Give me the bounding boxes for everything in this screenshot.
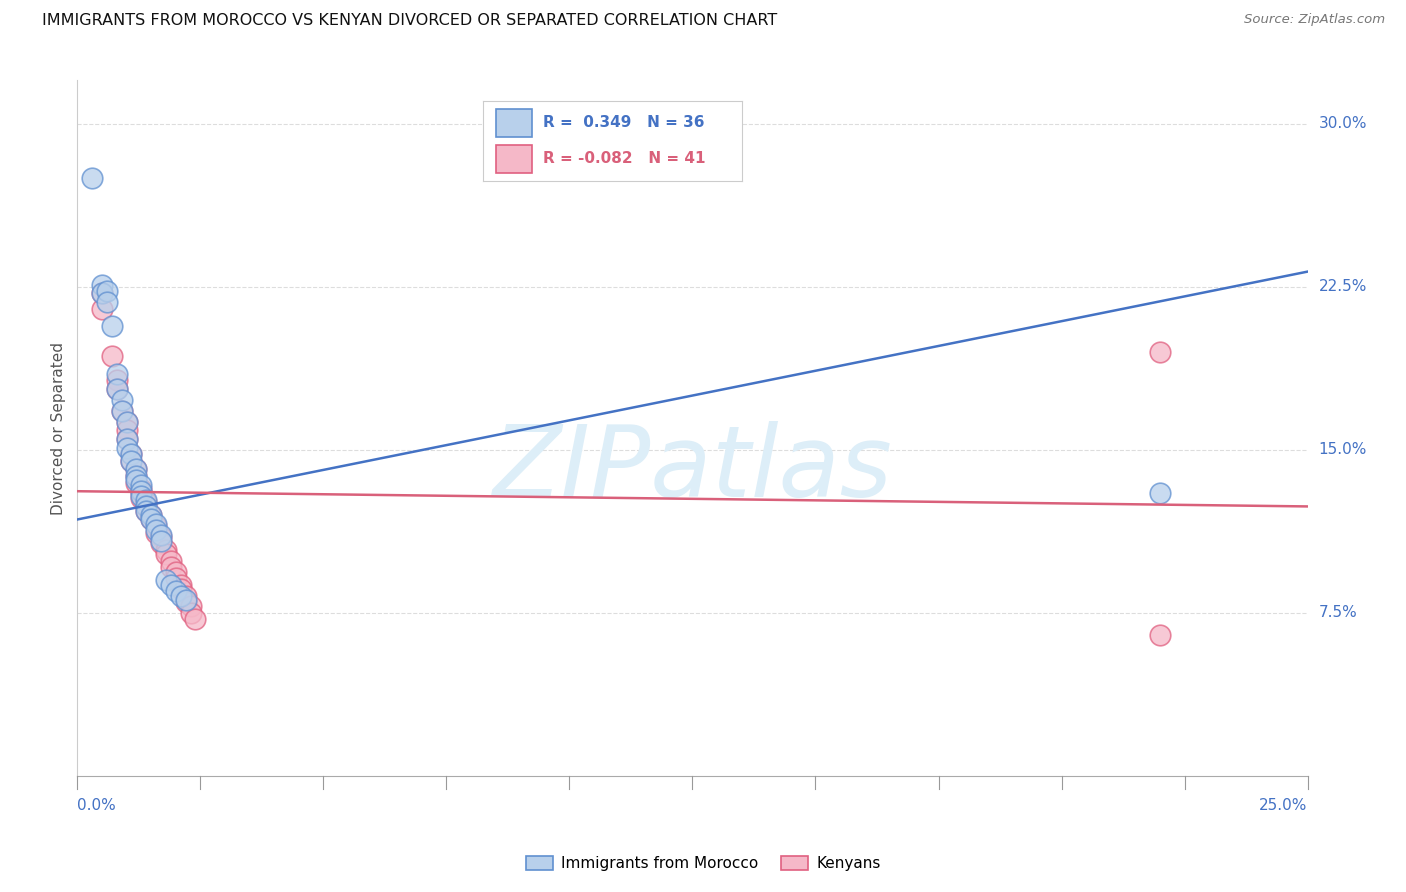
Point (174, 595, 197, 609)
Point (170, 589, 193, 603)
Point (174, 589, 197, 603)
Text: R = -0.082   N = 41: R = -0.082 N = 41 (543, 152, 706, 166)
Point (170, 578, 193, 592)
Point (125, 462, 148, 476)
Point (155, 574, 177, 588)
Y-axis label: Divorced or Separated: Divorced or Separated (51, 342, 66, 515)
Point (135, 492, 157, 507)
Point (129, 491, 153, 505)
Point (105, 373, 128, 387)
Point (121, 454, 143, 468)
Point (135, 495, 157, 509)
Point (1149, 486, 1171, 500)
Point (150, 534, 173, 549)
Text: 30.0%: 30.0% (1319, 116, 1367, 131)
Point (115, 441, 138, 455)
Point (155, 542, 177, 557)
Point (90, 286, 114, 301)
Point (141, 512, 163, 526)
Text: 22.5%: 22.5% (1319, 279, 1367, 294)
Point (125, 469, 148, 483)
Point (105, 382, 128, 396)
Text: 25.0%: 25.0% (1260, 798, 1308, 814)
Point (145, 524, 167, 538)
Point (125, 473, 148, 487)
Point (165, 571, 187, 585)
Point (115, 432, 138, 446)
Point (165, 584, 187, 599)
Bar (496, 145, 533, 173)
Point (115, 423, 138, 437)
Point (129, 484, 153, 499)
Point (135, 504, 157, 518)
Point (111, 403, 132, 417)
Point (111, 403, 132, 417)
Point (121, 447, 143, 461)
Point (90, 301, 114, 316)
Point (111, 392, 132, 407)
Legend: Immigrants from Morocco, Kenyans: Immigrants from Morocco, Kenyans (519, 850, 887, 877)
Point (150, 527, 173, 541)
Point (129, 482, 153, 496)
Point (184, 613, 207, 627)
Point (145, 519, 167, 533)
Point (90, 286, 114, 301)
Point (135, 500, 157, 514)
Point (101, 318, 124, 333)
Point (180, 599, 202, 614)
Point (165, 565, 187, 579)
Text: ZIPatlas: ZIPatlas (492, 421, 893, 518)
Point (125, 469, 148, 483)
Point (105, 382, 128, 396)
Point (96, 284, 118, 298)
Point (101, 350, 124, 364)
Point (115, 432, 138, 446)
Point (1149, 345, 1171, 359)
Text: R =  0.349   N = 36: R = 0.349 N = 36 (543, 115, 704, 130)
Bar (496, 109, 533, 137)
Text: Source: ZipAtlas.com: Source: ZipAtlas.com (1244, 13, 1385, 27)
Point (141, 508, 163, 523)
Point (1149, 628, 1171, 642)
Point (145, 516, 167, 531)
Point (135, 500, 157, 514)
Point (150, 536, 173, 550)
Point (160, 560, 183, 574)
Point (129, 489, 153, 503)
Point (90, 277, 114, 292)
Point (174, 593, 197, 607)
Point (145, 525, 167, 540)
Point (180, 606, 202, 620)
Point (129, 477, 153, 491)
Point (160, 554, 183, 568)
Text: 15.0%: 15.0% (1319, 442, 1367, 458)
Point (105, 367, 128, 381)
Point (82, 171, 104, 186)
Text: 7.5%: 7.5% (1319, 606, 1357, 621)
Text: IMMIGRANTS FROM MOROCCO VS KENYAN DIVORCED OR SEPARATED CORRELATION CHART: IMMIGRANTS FROM MOROCCO VS KENYAN DIVORC… (42, 13, 778, 29)
Point (141, 512, 163, 526)
Point (155, 547, 177, 561)
Point (115, 415, 138, 429)
Point (96, 295, 118, 310)
Point (115, 415, 138, 429)
Text: 0.0%: 0.0% (77, 798, 117, 814)
Point (121, 447, 143, 461)
Point (135, 504, 157, 518)
Point (121, 454, 143, 468)
Point (141, 508, 163, 523)
Point (129, 486, 153, 500)
Point (150, 530, 173, 544)
Point (125, 462, 148, 476)
Point (125, 475, 148, 490)
Point (170, 582, 193, 596)
Point (160, 578, 183, 592)
